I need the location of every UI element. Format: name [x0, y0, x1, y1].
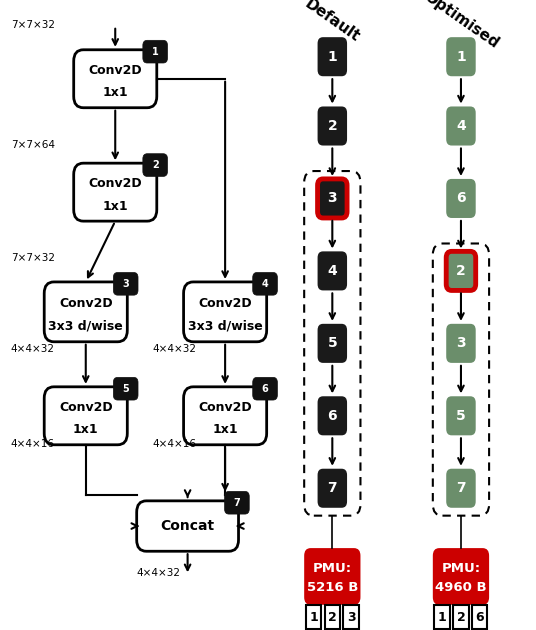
FancyBboxPatch shape [472, 605, 488, 629]
FancyBboxPatch shape [317, 37, 347, 76]
FancyBboxPatch shape [306, 605, 321, 629]
Text: Optimised: Optimised [421, 0, 501, 52]
Text: 7: 7 [327, 481, 337, 495]
Text: 3x3 d/wise: 3x3 d/wise [188, 319, 263, 332]
Text: 4×4×32: 4×4×32 [11, 344, 55, 354]
Text: 5: 5 [122, 384, 129, 394]
FancyBboxPatch shape [446, 37, 476, 76]
FancyBboxPatch shape [446, 251, 476, 290]
Text: Conv2D: Conv2D [88, 64, 142, 77]
Text: 1: 1 [438, 611, 446, 624]
FancyBboxPatch shape [253, 377, 278, 400]
FancyBboxPatch shape [44, 387, 128, 445]
FancyBboxPatch shape [143, 154, 167, 176]
Text: Conv2D: Conv2D [88, 178, 142, 190]
Text: 6: 6 [262, 384, 269, 394]
Text: 6: 6 [456, 192, 466, 205]
Text: 4×4×32: 4×4×32 [153, 344, 197, 354]
Text: 7: 7 [456, 481, 466, 495]
FancyBboxPatch shape [317, 251, 347, 290]
FancyBboxPatch shape [446, 469, 476, 508]
Text: 3: 3 [122, 279, 129, 289]
Text: PMU:: PMU: [442, 562, 480, 575]
FancyBboxPatch shape [434, 605, 450, 629]
Text: 2: 2 [456, 264, 466, 278]
FancyBboxPatch shape [44, 282, 128, 341]
Text: 1x1: 1x1 [102, 86, 128, 99]
FancyBboxPatch shape [253, 272, 278, 295]
FancyBboxPatch shape [453, 605, 468, 629]
FancyBboxPatch shape [317, 324, 347, 363]
FancyBboxPatch shape [325, 605, 340, 629]
Text: Conv2D: Conv2D [59, 401, 113, 414]
FancyBboxPatch shape [304, 548, 360, 605]
Text: 6: 6 [475, 611, 484, 624]
Text: 1: 1 [456, 50, 466, 64]
Text: 4960 B: 4960 B [435, 581, 487, 594]
FancyBboxPatch shape [137, 501, 239, 551]
Text: 4×4×16: 4×4×16 [11, 438, 55, 449]
FancyBboxPatch shape [183, 282, 266, 341]
FancyBboxPatch shape [143, 40, 167, 63]
FancyBboxPatch shape [344, 605, 359, 629]
Text: 3x3 d/wise: 3x3 d/wise [48, 319, 123, 332]
Text: 3: 3 [456, 336, 466, 350]
Text: 4: 4 [456, 119, 466, 133]
Text: 2: 2 [457, 611, 465, 624]
Text: 1x1: 1x1 [73, 423, 99, 436]
Text: 1x1: 1x1 [212, 423, 238, 436]
FancyBboxPatch shape [433, 548, 489, 605]
FancyBboxPatch shape [74, 163, 157, 221]
Text: 3: 3 [347, 611, 355, 624]
Text: 4: 4 [262, 279, 269, 289]
FancyBboxPatch shape [183, 387, 266, 445]
Text: 7: 7 [234, 498, 240, 508]
Text: 2: 2 [152, 160, 159, 170]
FancyBboxPatch shape [446, 324, 476, 363]
Text: 7×7×32: 7×7×32 [11, 253, 55, 263]
FancyBboxPatch shape [446, 106, 476, 146]
Text: 6: 6 [327, 409, 337, 423]
FancyBboxPatch shape [317, 469, 347, 508]
Text: 1: 1 [327, 50, 337, 64]
Text: 1: 1 [309, 611, 318, 624]
FancyBboxPatch shape [446, 179, 476, 218]
FancyBboxPatch shape [317, 106, 347, 146]
Text: 4×4×16: 4×4×16 [153, 438, 197, 449]
Text: 1x1: 1x1 [102, 200, 128, 212]
Text: Conv2D: Conv2D [59, 297, 113, 310]
FancyBboxPatch shape [317, 396, 347, 435]
Text: 5: 5 [456, 409, 466, 423]
Text: 5216 B: 5216 B [307, 581, 358, 594]
Text: PMU:: PMU: [313, 562, 352, 575]
Text: 7×7×32: 7×7×32 [11, 20, 55, 30]
Text: Conv2D: Conv2D [198, 401, 252, 414]
FancyBboxPatch shape [113, 272, 138, 295]
Text: 7×7×64: 7×7×64 [11, 140, 55, 150]
Text: 4×4×32: 4×4×32 [137, 568, 181, 578]
FancyBboxPatch shape [74, 50, 157, 108]
FancyBboxPatch shape [113, 377, 138, 400]
Text: 4: 4 [327, 264, 337, 278]
FancyBboxPatch shape [225, 491, 249, 514]
Text: 2: 2 [327, 119, 337, 133]
FancyBboxPatch shape [446, 396, 476, 435]
Text: 5: 5 [327, 336, 337, 350]
FancyBboxPatch shape [317, 179, 347, 218]
Text: Concat: Concat [161, 519, 214, 533]
Text: 2: 2 [328, 611, 337, 624]
Text: Default: Default [302, 0, 362, 45]
Text: Conv2D: Conv2D [198, 297, 252, 310]
Text: 3: 3 [327, 192, 337, 205]
Text: 1: 1 [152, 47, 159, 57]
